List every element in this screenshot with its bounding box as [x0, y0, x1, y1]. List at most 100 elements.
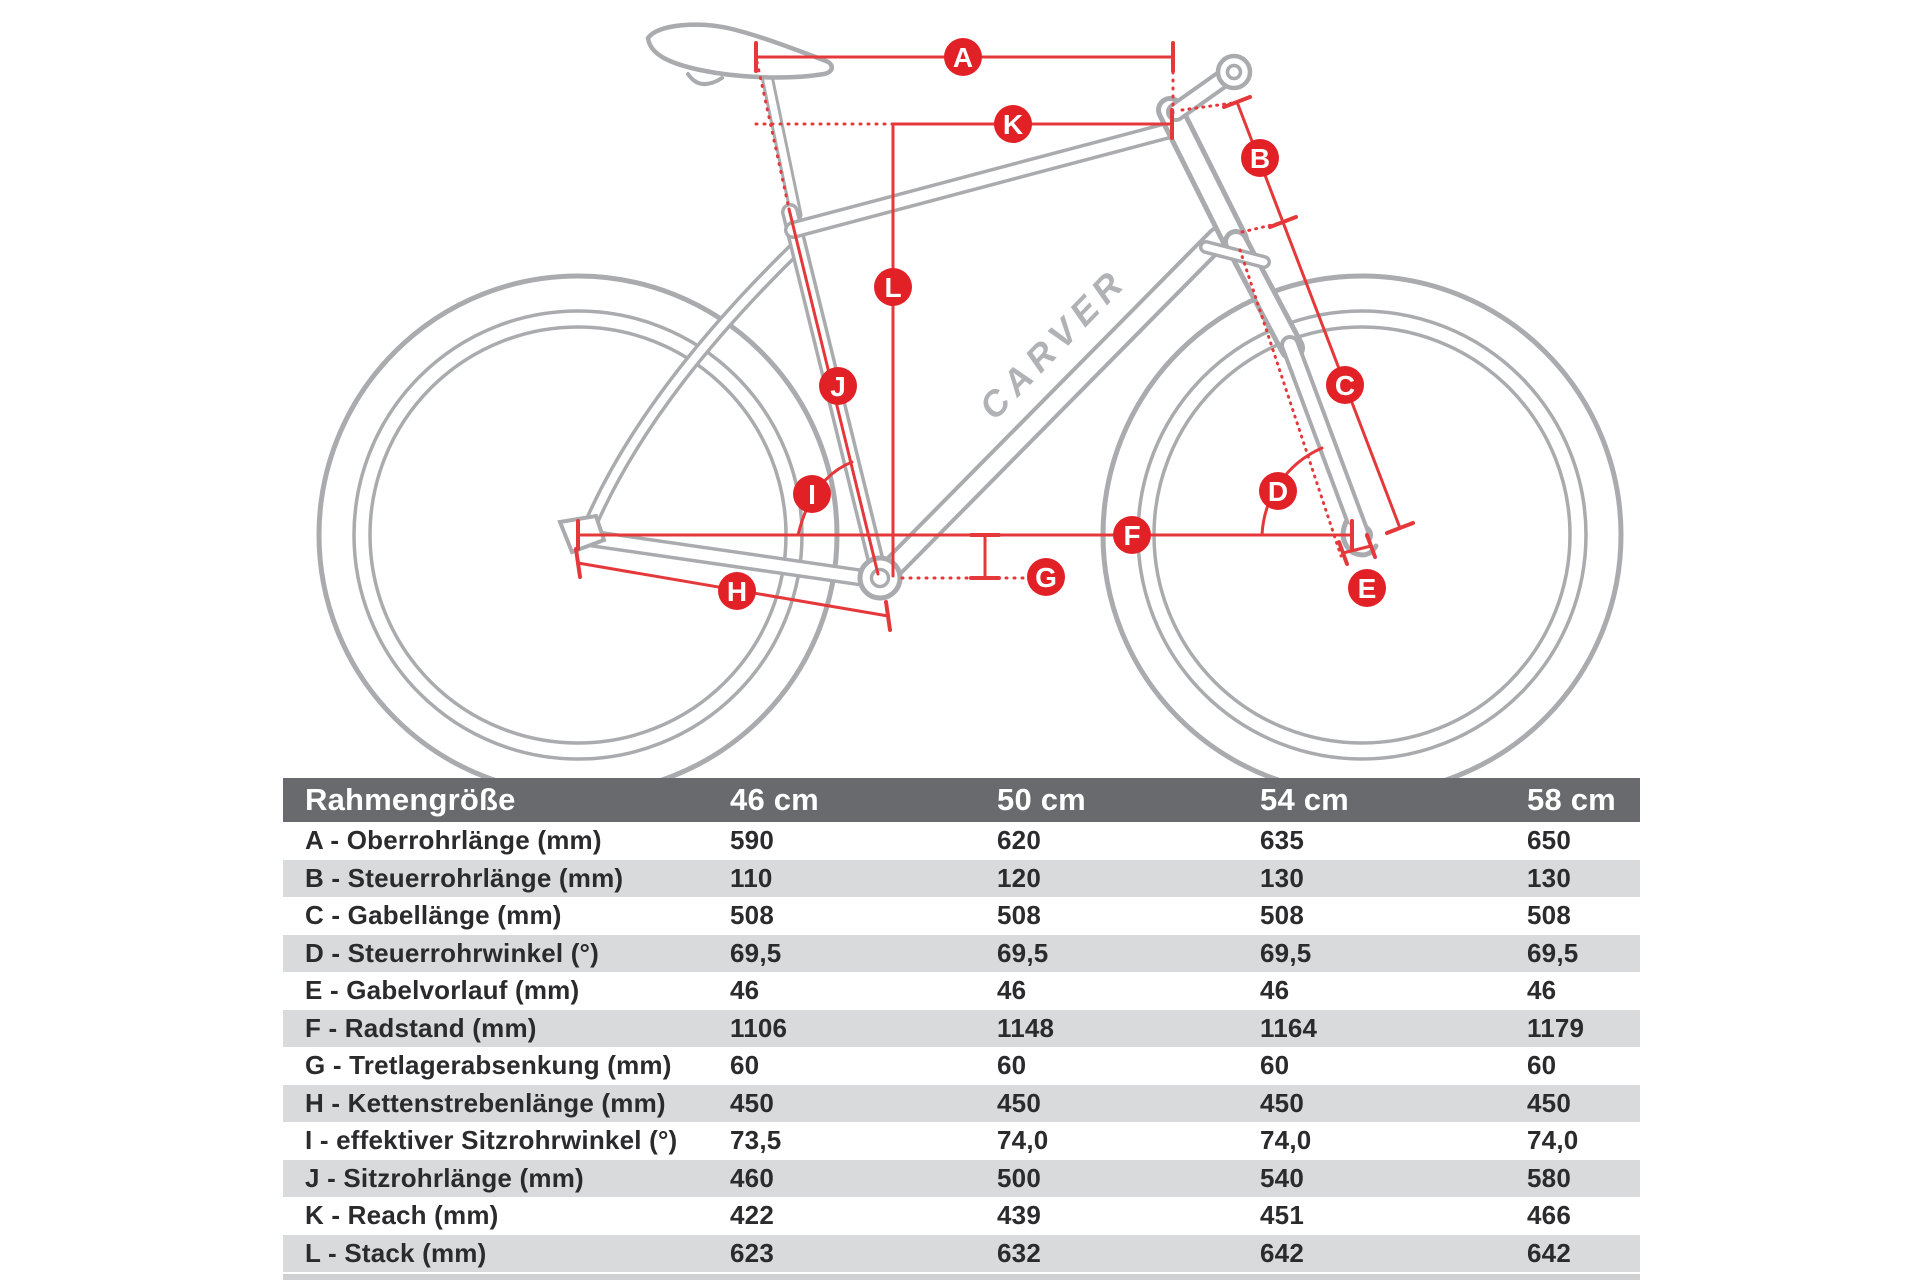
dim-line-B-C: [1180, 95, 1415, 535]
seatstay: [580, 239, 805, 538]
row-label: D - Steuerrohrwinkel (°): [305, 937, 600, 968]
row-label: K - Reach (mm): [305, 1200, 499, 1231]
svg-text:K: K: [1003, 109, 1023, 140]
row-value: 466: [1527, 1200, 1571, 1231]
row-value: 460: [730, 1162, 774, 1193]
row-value: 642: [1260, 1237, 1304, 1268]
dim-badge-I: I: [793, 475, 831, 513]
table-row: D - Steuerrohrwinkel (°) 69,5 69,5 69,5 69,5: [283, 934, 1640, 972]
svg-text:H: H: [727, 576, 747, 607]
dim-badge-K: K: [994, 105, 1032, 143]
row-value: 1164: [1260, 1012, 1318, 1043]
svg-text:F: F: [1123, 520, 1140, 551]
row-value: 74,0: [997, 1125, 1049, 1156]
row-value: 450: [1527, 1087, 1571, 1118]
svg-text:E: E: [1358, 573, 1377, 604]
row-value: 69,5: [1527, 937, 1579, 968]
dim-badge-A: A: [944, 38, 982, 76]
svg-text:A: A: [953, 42, 973, 73]
dim-line-E: [1337, 533, 1377, 566]
svg-text:G: G: [1035, 562, 1057, 593]
row-value: 623: [730, 1237, 774, 1268]
row-value: 130: [1260, 862, 1304, 893]
row-value: 46: [1260, 975, 1290, 1006]
dim-badge-J: J: [819, 367, 857, 405]
dimension-badges: A K B L J C I D F G H E: [718, 38, 1386, 610]
table-header-col-50cm: 50 cm: [997, 782, 1086, 817]
dim-badge-G: G: [1027, 558, 1065, 596]
bike-geometry-diagram: CARVER: [316, 22, 1624, 778]
row-value: 439: [997, 1200, 1041, 1231]
row-value: 450: [1260, 1087, 1304, 1118]
svg-text:D: D: [1268, 476, 1288, 507]
row-value: 73,5: [730, 1125, 782, 1156]
row-value: 69,5: [997, 937, 1049, 968]
dim-badge-D: D: [1259, 472, 1297, 510]
table-header-col-46cm: 46 cm: [730, 782, 819, 817]
table-row: E - Gabelvorlauf (mm) 46 46 46 46: [283, 972, 1640, 1010]
svg-text:J: J: [830, 371, 846, 402]
row-value: 508: [1527, 900, 1571, 931]
dim-line-G: [900, 533, 1026, 580]
svg-text:L: L: [884, 272, 901, 303]
row-value: 120: [997, 862, 1041, 893]
row-label: A - Oberrohrlänge (mm): [305, 825, 602, 856]
row-value: 60: [997, 1050, 1027, 1081]
row-label: H - Kettenstrebenlänge (mm): [305, 1087, 666, 1118]
table-row: L - Stack (mm) 623 632 642 642: [283, 1234, 1640, 1272]
row-value: 1179: [1527, 1012, 1585, 1043]
table-header-row: Rahmengröße 46 cm 50 cm 54 cm 58 cm: [283, 778, 1640, 822]
row-value: 508: [1260, 900, 1304, 931]
table-row: C - Gabellänge (mm) 508 508 508 508: [283, 897, 1640, 935]
row-value: 500: [997, 1162, 1041, 1193]
dim-badge-L: L: [874, 268, 912, 306]
row-label: B - Steuerrohrlänge (mm): [305, 862, 624, 893]
geometry-table: Rahmengröße 46 cm 50 cm 54 cm 58 cm A - …: [283, 778, 1640, 1280]
table-header-col-54cm: 54 cm: [1260, 782, 1349, 817]
row-value: 46: [1527, 975, 1557, 1006]
row-value: 60: [1260, 1050, 1290, 1081]
row-value: 69,5: [730, 937, 782, 968]
row-value: 632: [997, 1237, 1041, 1268]
row-value: 46: [997, 975, 1027, 1006]
row-value: 580: [1527, 1162, 1571, 1193]
table-row: H - Kettenstrebenlänge (mm) 450 450 450 450: [283, 1084, 1640, 1122]
row-value: 1106: [730, 1012, 788, 1043]
table-row: K - Reach (mm) 422 439 451 466: [283, 1197, 1640, 1235]
table-row: B - Steuerrohrlänge (mm) 110 120 130 130: [283, 859, 1640, 897]
dim-badge-F: F: [1113, 516, 1151, 554]
row-value: 46: [730, 975, 760, 1006]
row-label: E - Gabelvorlauf (mm): [305, 975, 580, 1006]
row-value: 110: [730, 862, 773, 893]
row-value: 450: [730, 1087, 774, 1118]
row-value: 540: [1260, 1162, 1304, 1193]
row-value: 451: [1260, 1200, 1304, 1231]
row-value: 74,0: [1260, 1125, 1312, 1156]
row-value: 590: [730, 825, 774, 856]
svg-text:B: B: [1250, 143, 1270, 174]
row-label: F - Radstand (mm): [305, 1012, 537, 1043]
dim-axis-steering: [1238, 248, 1343, 558]
saddle-rail: [686, 72, 724, 86]
svg-text:C: C: [1335, 370, 1355, 401]
row-value: 508: [997, 900, 1041, 931]
row-label: J - Sitzrohrlänge (mm): [305, 1162, 584, 1193]
table-header-col-58cm: 58 cm: [1527, 782, 1616, 817]
row-value: 422: [730, 1200, 774, 1231]
row-value: 450: [997, 1087, 1041, 1118]
dim-badge-B: B: [1241, 139, 1279, 177]
dim-badge-H: H: [718, 572, 756, 610]
row-value: 1148: [997, 1012, 1055, 1043]
row-label: I - effektiver Sitzrohrwinkel (°): [305, 1125, 678, 1156]
row-value: 642: [1527, 1237, 1571, 1268]
row-value: 74,0: [1527, 1125, 1579, 1156]
row-value: 130: [1527, 862, 1571, 893]
row-value: 69,5: [1260, 937, 1312, 968]
table-row: G - Tretlagerabsenkung (mm) 60 60 60 60: [283, 1047, 1640, 1085]
row-label: L - Stack (mm): [305, 1237, 487, 1268]
table-row: A - Oberrohrlänge (mm) 590 620 635 650: [283, 822, 1640, 860]
table-body: A - Oberrohrlänge (mm) 590 620 635 650 B - St…: [283, 822, 1640, 1272]
svg-text:I: I: [808, 479, 816, 510]
dim-line-F: [576, 519, 1354, 551]
